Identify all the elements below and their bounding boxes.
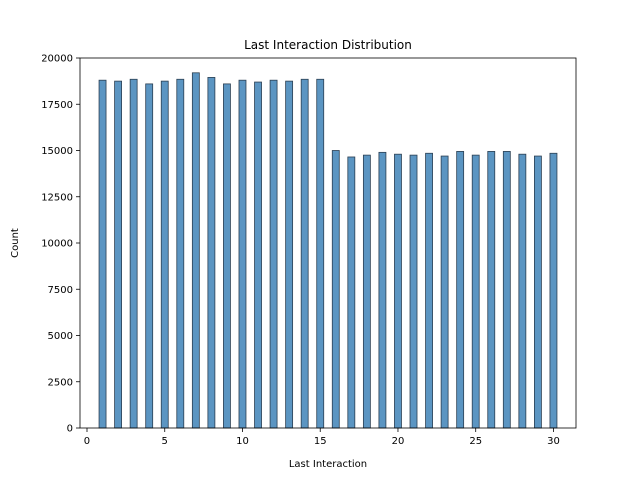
bar-25 <box>471 154 480 429</box>
y-tick-label: 10000 <box>41 239 73 250</box>
bar-13 <box>285 80 294 429</box>
bar-6 <box>176 78 185 429</box>
y-axis-ticks: 0 2500 5000 7500 10000 12500 15000 17500 20000 <box>41 54 80 435</box>
bar-26 <box>487 151 496 429</box>
bar-22 <box>425 152 433 429</box>
bar-17 <box>347 156 356 429</box>
y-tick-label: 17500 <box>41 100 73 111</box>
bars-group <box>98 72 558 429</box>
bar-28 <box>518 153 527 429</box>
bar-18 <box>362 154 371 429</box>
x-tick-label: 10 <box>236 436 249 447</box>
bar-10 <box>238 79 247 429</box>
bar-16 <box>331 150 340 429</box>
bar-14 <box>300 78 309 429</box>
chart-title: Last Interaction Distribution <box>244 38 412 52</box>
bar-20 <box>394 153 402 429</box>
bar-23 <box>440 155 449 429</box>
y-tick-label: 0 <box>67 424 73 435</box>
bar-27 <box>502 151 511 429</box>
y-tick-label: 7500 <box>48 285 73 296</box>
bar-30 <box>549 152 558 429</box>
bar-8 <box>207 77 216 429</box>
y-tick-label: 15000 <box>41 146 73 157</box>
bar-1 <box>98 79 107 429</box>
y-tick-label: 20000 <box>41 54 73 65</box>
x-tick-label: 15 <box>314 436 327 447</box>
bar-3 <box>129 78 138 429</box>
bar-5 <box>160 80 169 429</box>
x-tick-label: 0 <box>84 436 90 447</box>
bar-9 <box>223 83 231 429</box>
x-axis-label: Last Interaction <box>289 459 367 470</box>
y-axis-label: Count <box>10 228 21 258</box>
x-axis-ticks: 0 5 10 15 20 25 30 <box>84 428 560 447</box>
bar-19 <box>378 151 387 429</box>
bar-24 <box>456 151 465 429</box>
bar-15 <box>316 78 325 429</box>
bar-2 <box>114 80 122 429</box>
x-tick-label: 5 <box>162 436 168 447</box>
y-tick-label: 12500 <box>41 192 73 203</box>
plot-frame <box>79 57 577 429</box>
x-tick-label: 20 <box>392 436 405 447</box>
bar-12 <box>269 79 278 429</box>
x-tick-label: 25 <box>469 436 482 447</box>
y-tick-label: 5000 <box>48 331 73 342</box>
bar-21 <box>409 154 418 429</box>
x-tick-label: 30 <box>547 436 560 447</box>
bar-11 <box>254 81 262 429</box>
y-tick-label: 2500 <box>48 377 73 388</box>
bar-7 <box>191 72 200 429</box>
bar-4 <box>145 83 154 429</box>
bar-29 <box>534 155 542 429</box>
